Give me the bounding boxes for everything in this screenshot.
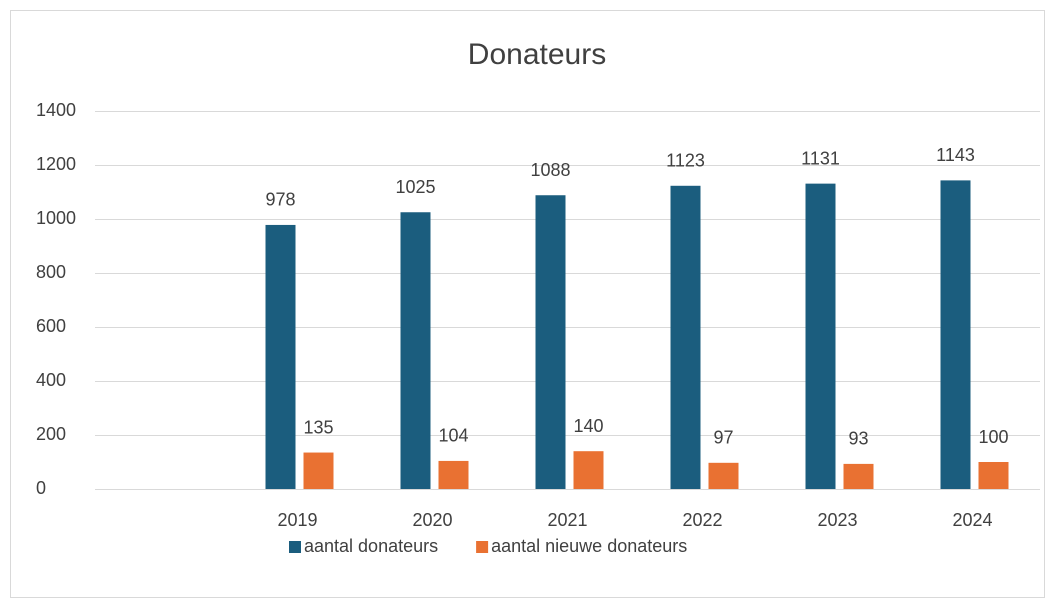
x-tick-label: 2021: [547, 510, 587, 530]
data-label: 978: [265, 190, 295, 210]
data-label: 140: [573, 416, 603, 436]
data-label: 93: [848, 429, 868, 449]
x-tick-label: 2022: [682, 510, 722, 530]
chart-title: Donateurs: [468, 38, 606, 71]
x-tick-label: 2019: [277, 510, 317, 530]
bar: [708, 462, 739, 489]
bar: [303, 452, 334, 489]
data-label: 97: [713, 428, 733, 448]
y-tick-label: 0: [36, 478, 46, 498]
y-tick-label: 1400: [36, 100, 76, 120]
legend-swatch: [289, 541, 301, 553]
y-tick-label: 1000: [36, 208, 76, 228]
x-tick-label: 2020: [412, 510, 452, 530]
legend-label: aantal nieuwe donateurs: [491, 536, 687, 556]
bar: [805, 183, 836, 489]
data-label: 135: [303, 417, 333, 437]
y-tick-label: 800: [36, 262, 66, 282]
y-tick-label: 1200: [36, 154, 76, 174]
data-label: 1088: [530, 160, 570, 180]
y-tick-label: 600: [36, 316, 66, 336]
x-tick-label: 2023: [817, 510, 857, 530]
bar: [940, 180, 971, 489]
x-tick-label: 2024: [952, 510, 992, 530]
bar: [573, 451, 604, 489]
bar: [535, 195, 566, 490]
bar: [400, 212, 431, 489]
bar: [438, 460, 469, 489]
y-tick-label: 400: [36, 370, 66, 390]
bar: [265, 224, 296, 489]
bar: [978, 462, 1009, 489]
bar: [670, 185, 701, 490]
legend-label: aantal donateurs: [304, 536, 438, 556]
data-label: 100: [978, 427, 1008, 447]
data-label: 104: [438, 426, 468, 446]
legend-swatch: [476, 541, 489, 553]
chart-frame: [10, 10, 1045, 598]
data-label: 1025: [395, 177, 435, 197]
data-label: 1131: [801, 148, 840, 168]
data-label: 1143: [936, 145, 975, 165]
y-tick-label: 200: [36, 424, 66, 444]
bar: [843, 463, 874, 489]
data-label: 1123: [666, 151, 705, 171]
